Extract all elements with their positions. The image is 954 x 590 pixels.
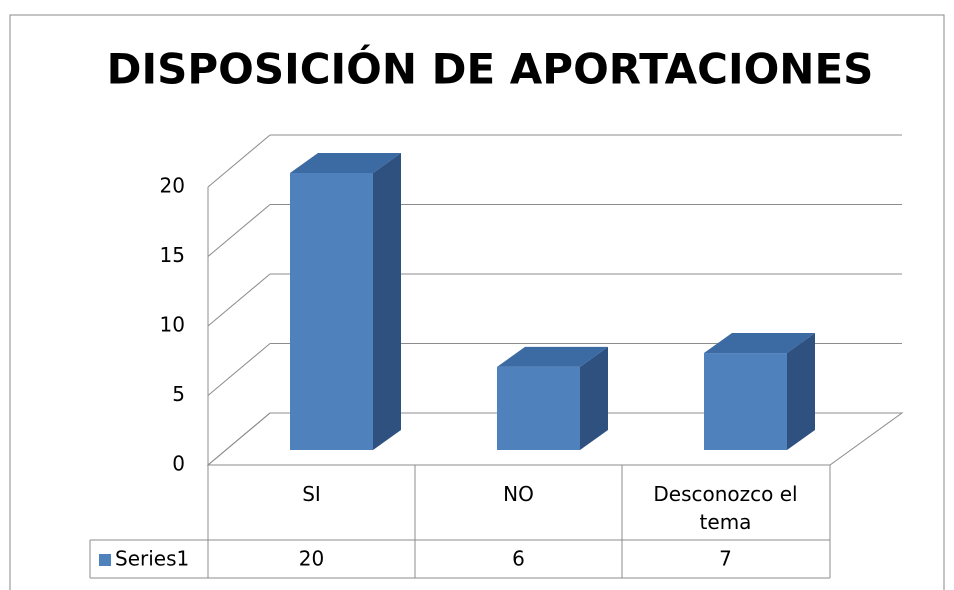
- y-tick-label: 20: [160, 174, 185, 198]
- bar: [290, 173, 373, 450]
- legend-key: [99, 554, 111, 566]
- bar-side: [580, 346, 608, 450]
- grid-line: [207, 273, 271, 327]
- x-tick-label: SI: [302, 482, 321, 506]
- bar-side: [787, 333, 815, 450]
- y-tick-label: 5: [172, 382, 185, 406]
- chart-border: [9, 14, 945, 590]
- legend-label: Series1: [115, 547, 189, 571]
- chart-title: DISPOSICIÓN DE APORTACIONES: [107, 44, 874, 94]
- x-tick-label: NO: [503, 482, 534, 506]
- grid-line: [207, 204, 271, 257]
- bar-top: [290, 153, 401, 173]
- bar-top: [704, 333, 815, 354]
- x-tick-label: Desconozco el tema: [653, 482, 798, 534]
- table-value: 20: [299, 547, 324, 571]
- y-tick-label: 0: [172, 452, 185, 476]
- y-tick-label: 10: [160, 313, 185, 337]
- grid-line: [207, 134, 271, 188]
- bar-side: [373, 153, 401, 450]
- table-value: 7: [719, 547, 732, 571]
- grid-line: [207, 343, 271, 396]
- bar-top: [497, 346, 608, 367]
- table-value: 6: [512, 547, 525, 571]
- y-tick-label: 15: [160, 243, 185, 267]
- bar: [704, 353, 787, 450]
- grid-line: [207, 412, 271, 466]
- bar: [497, 366, 580, 450]
